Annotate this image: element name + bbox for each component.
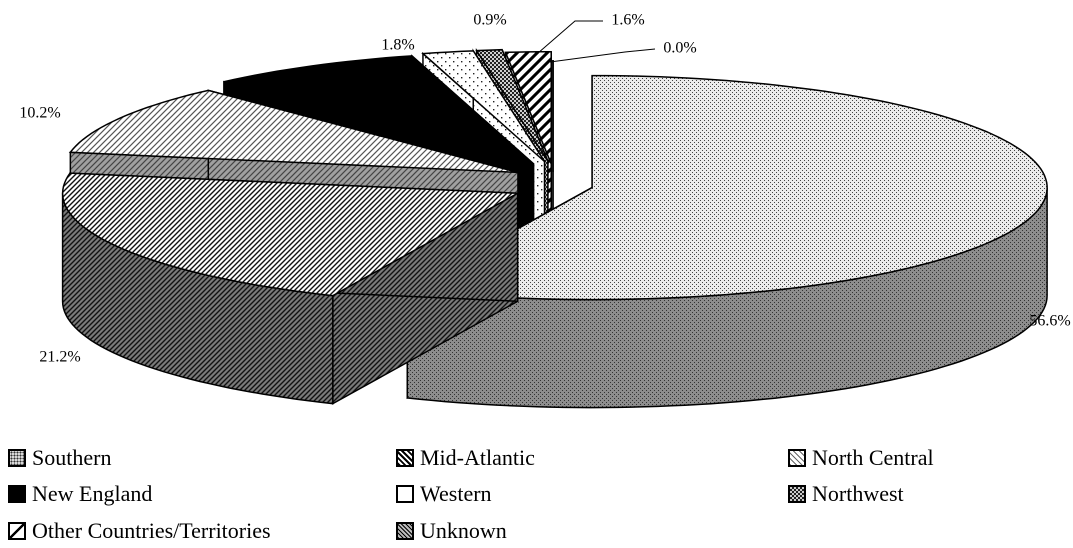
legend-label: North Central bbox=[812, 445, 934, 470]
legend-item: Western bbox=[396, 481, 492, 507]
legend-swatch bbox=[8, 449, 26, 467]
legend-swatch bbox=[788, 485, 806, 503]
legend-swatch bbox=[8, 485, 26, 503]
pie-slices bbox=[61, 48, 1048, 409]
legend-label: Western bbox=[420, 481, 492, 506]
slice-mid-atlantic bbox=[61, 172, 521, 405]
legend-label: Southern bbox=[32, 445, 112, 470]
legend-item: Southern bbox=[8, 445, 111, 471]
legend-swatch bbox=[396, 522, 414, 540]
data-label: 1.8% bbox=[381, 37, 414, 54]
data-label: 1.6% bbox=[611, 12, 644, 29]
legend-label: Unknown bbox=[420, 518, 507, 543]
slice-top bbox=[223, 55, 534, 165]
slice-top bbox=[475, 48, 549, 162]
legend-item: Unknown bbox=[396, 518, 507, 544]
legend-label: Northwest bbox=[812, 481, 904, 506]
legend-label: Mid-Atlantic bbox=[420, 445, 535, 470]
slice-top bbox=[68, 89, 519, 174]
legend-item: New England bbox=[8, 481, 152, 507]
data-label: 10.2% bbox=[19, 105, 60, 122]
pie-labels: 56.6% 21.2% 10.2% 7.6% 1.8% 0.9% 1.6% 0.0% bbox=[19, 12, 1070, 366]
legend-item: Other Countries/Territories bbox=[8, 518, 271, 544]
legend: Southern Mid-Atlantic North Central New Eng… bbox=[0, 440, 1073, 548]
legend-label: New England bbox=[32, 481, 153, 506]
data-label: 7.6% bbox=[255, 76, 288, 93]
legend-item: Mid-Atlantic bbox=[396, 445, 535, 471]
data-label: 21.2% bbox=[39, 349, 80, 366]
legend-label: Other Countries/Territories bbox=[32, 518, 271, 543]
data-label: 0.0% bbox=[663, 40, 696, 57]
leader-line bbox=[529, 20, 603, 61]
legend-item: North Central bbox=[788, 445, 934, 471]
legend-swatch bbox=[8, 522, 26, 540]
slice-top bbox=[61, 172, 521, 297]
data-label: 0.9% bbox=[473, 12, 506, 29]
leader-line bbox=[549, 48, 656, 63]
legend-swatch bbox=[788, 449, 806, 467]
data-label: 56.6% bbox=[1029, 313, 1070, 330]
slice-top bbox=[504, 51, 552, 165]
slice-top bbox=[404, 74, 1048, 301]
slice-southern bbox=[404, 74, 1048, 409]
slice-top bbox=[421, 50, 546, 163]
legend-swatch bbox=[396, 449, 414, 467]
pie-chart: 56.6% 21.2% 10.2% 7.6% 1.8% 0.9% 1.6% 0.0% bbox=[19, 12, 1071, 409]
legend-swatch bbox=[396, 485, 414, 503]
legend-item: Northwest bbox=[788, 481, 904, 507]
